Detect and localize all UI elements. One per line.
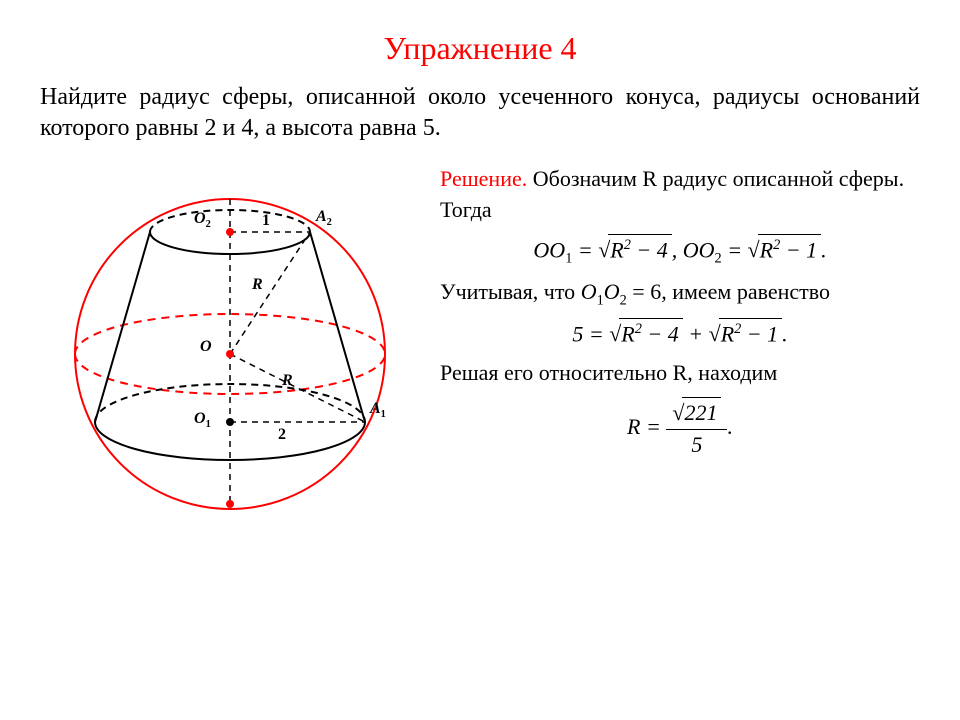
f3-eq: =: [646, 414, 666, 439]
f3-R: R: [627, 414, 640, 439]
f2-rest1: − 4: [642, 321, 679, 346]
label-A2: A2: [316, 208, 332, 228]
f1-R1: R: [610, 237, 623, 262]
label-R2: R: [282, 372, 293, 390]
f1-OO2: OO: [683, 237, 715, 262]
f2-R1: R: [621, 321, 634, 346]
f1-eq1: =: [578, 237, 598, 262]
f1-R2: R: [760, 237, 773, 262]
label-O1: O1: [194, 410, 211, 430]
solution-line1: Решение. Обозначим R радиус описанной сф…: [440, 164, 920, 226]
f1-sub1: 1: [565, 251, 572, 267]
f1-sqrt1: R2 − 4: [608, 234, 671, 266]
f2-left: 5 =: [572, 321, 609, 346]
label-O: O: [200, 338, 212, 356]
f1-OO: OO: [533, 237, 565, 262]
label-O2: O2: [194, 210, 211, 230]
frac-num: √221: [666, 397, 727, 430]
f2-dot: .: [782, 321, 788, 346]
line2-s1: 1: [597, 292, 604, 308]
frustum-left-edge: [95, 232, 150, 422]
label-R1: R: [252, 276, 263, 294]
f3-dot: .: [727, 414, 733, 439]
dot-O2: [226, 228, 234, 236]
f2-sqrt2: R2 − 1: [719, 318, 782, 350]
f3-den: 5: [666, 430, 727, 461]
f1-exp1: 2: [624, 237, 631, 253]
frustum-right-edge: [310, 232, 365, 422]
f2-R2: R: [721, 321, 734, 346]
f1-dot: .: [821, 237, 827, 262]
line2-O2: O: [604, 279, 620, 304]
fraction: √221 5: [666, 397, 727, 461]
label-one: 1: [262, 212, 270, 230]
f1-rest1: − 4: [631, 237, 668, 262]
formula-3: R = √221 5 .: [440, 397, 920, 461]
line2-eq: = 6, имеем равенство: [627, 279, 830, 304]
problem-statement: Найдите радиус сферы, описанной около ус…: [40, 82, 920, 144]
f1-sqrt2: R2 − 1: [758, 234, 821, 266]
formula-1: OO1 = √R2 − 4, OO2 = √R2 − 1.: [440, 234, 920, 269]
solution-line3: Решая его относительно R, находим: [440, 358, 920, 389]
line2-pre: Учитывая, что: [440, 279, 581, 304]
line2-O1: O: [581, 279, 597, 304]
solution-text: Решение. Обозначим R радиус описанной сф…: [440, 164, 920, 544]
line2-s2: 2: [620, 292, 627, 308]
dot-O1: [226, 418, 234, 426]
f1-eq2: =: [727, 237, 747, 262]
solution-line2: Учитывая, что O1O2 = 6, имеем равенство: [440, 277, 920, 310]
geometry-diagram: O2 1 A2 R O R O1 2 A1: [40, 164, 420, 544]
f2-sqrt1: R2 − 4: [619, 318, 682, 350]
f1-rest2: − 1: [780, 237, 817, 262]
label-two: 2: [278, 426, 286, 444]
dot-O: [226, 350, 234, 358]
exercise-title: Упражнение 4: [40, 30, 920, 67]
label-A1: A1: [370, 400, 386, 420]
f2-rest2: − 1: [741, 321, 778, 346]
f2-exp1: 2: [635, 321, 642, 337]
f2-plus: +: [688, 321, 708, 346]
content-area: O2 1 A2 R O R O1 2 A1 Решение. Обозначим…: [40, 164, 920, 544]
f1-sub2: 2: [715, 251, 722, 267]
dot-bottom: [226, 500, 234, 508]
formula-2: 5 = √R2 − 4 + √R2 − 1.: [440, 318, 920, 350]
radius-R-to-A1: [230, 354, 365, 422]
f1-comma: ,: [672, 237, 683, 262]
f3-num: 221: [682, 397, 721, 429]
solution-prefix: Решение.: [440, 166, 527, 191]
